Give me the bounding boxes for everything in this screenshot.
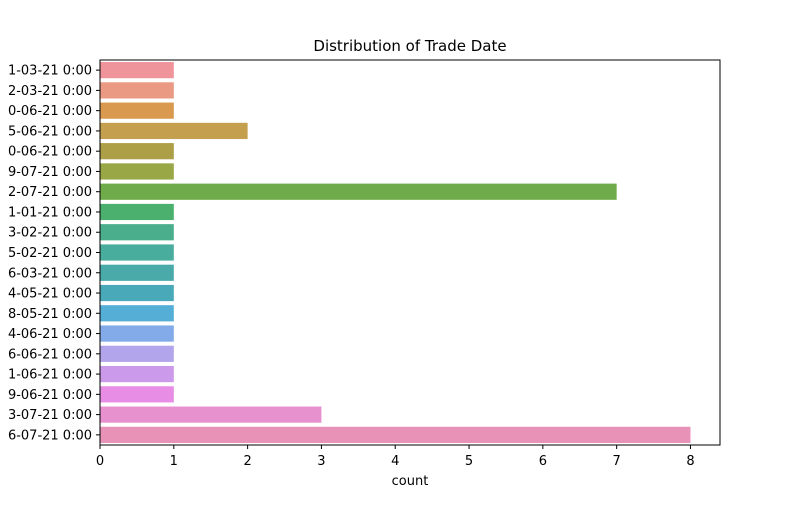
y-tick-label: 5-02-21 0:00 [8, 246, 92, 261]
bars-layer [100, 62, 691, 443]
y-tick-label: 6-07-21 0:00 [8, 428, 92, 443]
x-tick-label: 3 [317, 454, 325, 469]
bar [100, 325, 174, 342]
y-tick-label: 9-06-21 0:00 [8, 388, 92, 403]
bar [100, 122, 248, 140]
y-tick-label: 1-06-21 0:00 [8, 368, 92, 383]
y-tick-label: 6-03-21 0:00 [8, 266, 92, 281]
bar [100, 345, 174, 362]
x-tick-label: 0 [96, 454, 104, 469]
y-tick-label: 6-06-21 0:00 [8, 347, 92, 362]
y-tick-label: 3-07-21 0:00 [8, 408, 92, 423]
bar [100, 163, 174, 180]
y-tick-label: 2-07-21 0:00 [8, 185, 92, 200]
y-axis-ticks: 1-03-21 0:00 2-03-21 0:00 0-06-21 0:00 5-06… [8, 64, 100, 443]
y-tick-label: 8-05-21 0:00 [8, 307, 92, 322]
x-tick-label: 4 [391, 454, 399, 469]
x-tick-label: 5 [465, 454, 473, 469]
chart-title: Distribution of Trade Date [313, 37, 506, 55]
x-tick-label: 7 [613, 454, 621, 469]
x-tick-label: 2 [243, 454, 251, 469]
y-tick-label: 1-01-21 0:00 [8, 205, 92, 220]
y-tick-label: 3-02-21 0:00 [8, 226, 92, 241]
y-tick-label: 0-06-21 0:00 [8, 145, 92, 160]
bar [100, 284, 174, 302]
y-tick-label: 2-03-21 0:00 [8, 84, 92, 99]
y-tick-label: 5-06-21 0:00 [8, 124, 92, 139]
x-axis-ticks: 0 1 2 3 4 5 6 7 8 [96, 445, 695, 469]
x-axis-label: count [392, 474, 429, 489]
bar [100, 244, 174, 261]
x-tick-label: 6 [539, 454, 547, 469]
bar [100, 264, 174, 281]
bar [100, 365, 174, 383]
bar [100, 386, 174, 403]
x-tick-label: 1 [170, 454, 178, 469]
bar [100, 305, 174, 322]
bar [100, 224, 174, 241]
y-tick-label: 9-07-21 0:00 [8, 165, 92, 180]
bar [100, 406, 322, 423]
bar [100, 102, 174, 119]
bar [100, 426, 691, 443]
x-tick-label: 8 [686, 454, 694, 469]
bar [100, 203, 174, 221]
bar [100, 82, 174, 99]
bar [100, 143, 174, 160]
y-tick-label: 4-06-21 0:00 [8, 327, 92, 342]
y-tick-label: 4-05-21 0:00 [8, 287, 92, 302]
y-tick-label: 1-03-21 0:00 [8, 64, 92, 79]
bar [100, 62, 174, 79]
plot-frame [99, 59, 721, 446]
bar [100, 183, 617, 200]
y-tick-label: 0-06-21 0:00 [8, 104, 92, 119]
